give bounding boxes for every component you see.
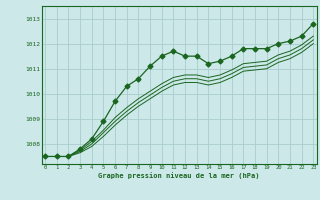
X-axis label: Graphe pression niveau de la mer (hPa): Graphe pression niveau de la mer (hPa) <box>99 172 260 179</box>
